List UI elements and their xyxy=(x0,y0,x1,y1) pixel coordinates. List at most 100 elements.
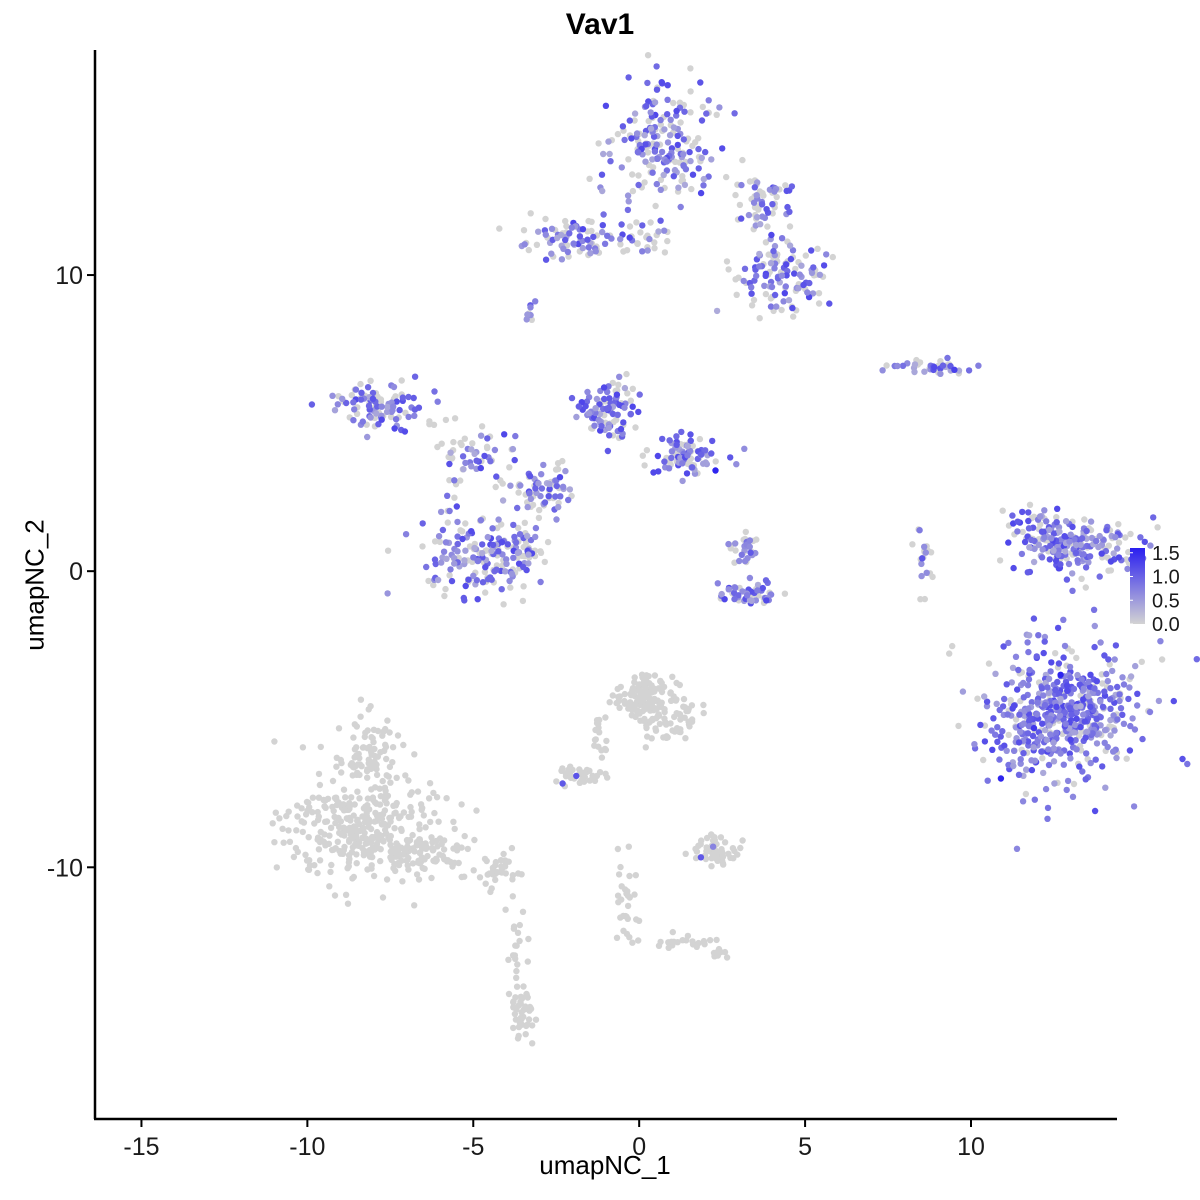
data-point xyxy=(345,863,352,870)
data-point xyxy=(753,214,761,221)
data-point xyxy=(428,834,435,841)
data-point xyxy=(468,463,475,470)
data-point xyxy=(373,771,381,779)
data-point xyxy=(516,937,523,945)
data-point xyxy=(618,221,625,228)
data-point xyxy=(366,745,373,752)
data-point xyxy=(806,279,813,287)
data-point xyxy=(317,743,324,751)
y-tick-label: 10 xyxy=(55,262,83,290)
data-point xyxy=(1057,561,1064,568)
data-point xyxy=(711,834,718,841)
data-point xyxy=(988,727,995,734)
data-point xyxy=(440,846,448,853)
data-point xyxy=(525,1016,533,1023)
data-point xyxy=(376,801,384,808)
data-point xyxy=(646,235,653,243)
data-point xyxy=(731,110,738,117)
data-point xyxy=(448,577,456,585)
data-point xyxy=(731,595,738,603)
data-point xyxy=(348,392,355,399)
data-point xyxy=(1039,720,1046,727)
data-point xyxy=(557,493,564,500)
data-point xyxy=(451,560,458,567)
data-point xyxy=(515,1002,522,1009)
data-point xyxy=(519,597,527,605)
data-point xyxy=(808,247,815,254)
data-point xyxy=(667,697,675,704)
data-point xyxy=(626,872,633,880)
data-point xyxy=(644,149,652,156)
data-point xyxy=(1113,754,1120,762)
data-point xyxy=(1050,745,1058,752)
data-point xyxy=(329,777,337,785)
data-point xyxy=(778,306,785,314)
data-point xyxy=(371,818,378,825)
axes xyxy=(93,50,1117,1121)
data-point xyxy=(616,373,623,380)
data-point xyxy=(1047,668,1054,675)
data-point xyxy=(420,812,427,819)
data-point xyxy=(322,797,329,804)
data-point xyxy=(411,751,418,758)
data-point xyxy=(763,597,770,604)
legend-label: 0.0 xyxy=(1152,614,1180,636)
data-point xyxy=(327,868,334,876)
data-point xyxy=(741,557,749,565)
data-point xyxy=(682,166,690,173)
data-point xyxy=(746,574,754,582)
data-point xyxy=(364,433,371,441)
data-point xyxy=(1062,548,1069,555)
data-point xyxy=(615,381,622,388)
data-point xyxy=(1014,686,1021,693)
data-point xyxy=(532,1016,540,1023)
data-point xyxy=(428,874,435,882)
data-point xyxy=(758,201,766,208)
data-point xyxy=(767,260,775,267)
data-point xyxy=(1068,711,1075,718)
data-point xyxy=(679,460,686,467)
data-point xyxy=(573,772,580,780)
data-point xyxy=(1097,639,1104,646)
data-point xyxy=(600,150,607,158)
data-point xyxy=(1030,724,1038,732)
data-point xyxy=(598,171,606,178)
data-point xyxy=(661,126,668,133)
data-point xyxy=(586,175,593,182)
data-point xyxy=(1127,530,1134,538)
data-point xyxy=(532,533,539,541)
data-point xyxy=(721,839,729,846)
data-point xyxy=(996,557,1004,564)
data-point xyxy=(1060,616,1067,623)
data-point xyxy=(501,863,509,870)
data-point xyxy=(431,388,438,395)
data-point xyxy=(652,202,659,210)
data-point xyxy=(1096,532,1103,540)
data-point xyxy=(746,597,754,604)
data-point xyxy=(1072,721,1079,729)
data-point xyxy=(384,403,391,411)
data-point xyxy=(725,266,732,273)
data-point xyxy=(614,130,622,138)
data-point xyxy=(1109,667,1116,675)
data-point xyxy=(454,518,461,526)
data-point xyxy=(985,660,993,667)
data-point xyxy=(894,362,901,370)
data-point xyxy=(422,824,429,831)
data-point xyxy=(719,853,727,860)
data-point xyxy=(346,802,354,809)
data-point xyxy=(342,794,349,801)
data-point xyxy=(975,362,982,369)
data-point xyxy=(538,471,545,478)
data-point xyxy=(493,473,500,480)
data-point xyxy=(647,109,654,116)
data-point xyxy=(517,482,524,489)
data-point xyxy=(493,566,500,573)
data-point xyxy=(1062,720,1069,728)
data-point xyxy=(532,485,539,492)
data-point xyxy=(1082,734,1089,741)
data-point xyxy=(750,199,758,206)
data-point xyxy=(748,284,755,291)
data-point xyxy=(773,303,780,310)
data-point xyxy=(350,417,357,424)
